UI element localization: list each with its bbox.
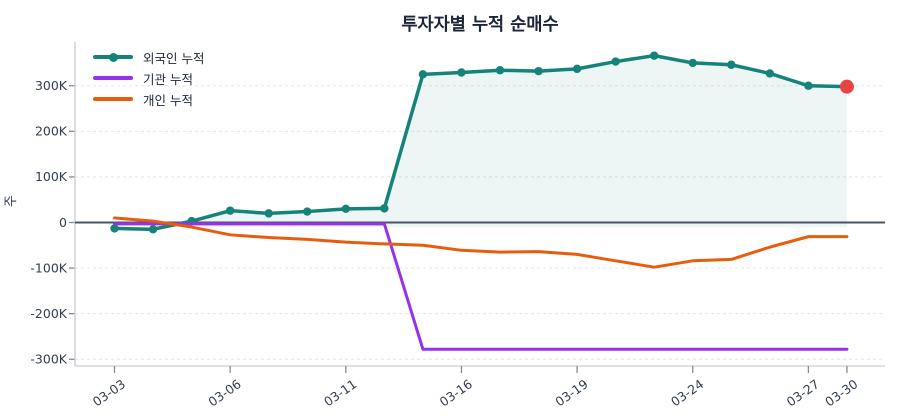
x-tick-label: 03-06	[205, 376, 243, 409]
data-point-foreign[interactable]	[611, 57, 620, 66]
data-point-foreign[interactable]	[804, 81, 813, 90]
legend-label: 기관 누적	[143, 71, 193, 87]
data-point-foreign[interactable]	[572, 64, 582, 74]
y-axis-unit-label: 주	[4, 195, 19, 207]
x-tick-label: 03-27	[784, 376, 822, 409]
data-point-foreign[interactable]	[418, 70, 428, 79]
x-tick-label: 03-11	[321, 376, 359, 409]
y-tick-label: 0	[59, 215, 67, 230]
x-tick-label: 03-30	[822, 376, 860, 409]
y-tick-label: -300K	[30, 352, 67, 367]
last-point-highlight-dot[interactable]	[839, 79, 854, 94]
data-point-foreign[interactable]	[495, 66, 505, 75]
x-tick-label: 03-16	[437, 376, 475, 409]
data-point-foreign[interactable]	[765, 69, 775, 78]
area-fill-foreign	[114, 55, 847, 230]
data-point-foreign[interactable]	[534, 66, 543, 76]
data-point-foreign[interactable]	[264, 209, 273, 218]
legend-line-marker-sample	[93, 50, 133, 64]
data-point-foreign[interactable]	[457, 68, 466, 77]
y-tick-label: 100K	[35, 169, 68, 184]
chart-title: 투자자별 누적 순매수	[401, 15, 559, 35]
data-point-foreign[interactable]	[225, 206, 235, 215]
data-point-foreign[interactable]	[688, 58, 697, 68]
legend-line-sample	[93, 92, 133, 106]
data-point-foreign[interactable]	[380, 204, 389, 213]
y-tick-label: 300K	[35, 78, 68, 93]
x-tick-label: 03-19	[552, 376, 590, 409]
legend-line-sample	[93, 71, 133, 85]
data-point-foreign[interactable]	[148, 225, 158, 234]
data-point-foreign[interactable]	[303, 207, 312, 216]
legend-item-individual-cumulative[interactable]: 개인 누적	[93, 92, 204, 108]
x-tick-label: 03-03	[90, 376, 128, 409]
legend-label: 외국인 누적	[143, 50, 205, 66]
x-tick-label: 03-24	[668, 376, 706, 409]
y-tick-label: 200K	[35, 124, 68, 139]
line-series-institution	[113, 222, 849, 351]
line-series-individual	[113, 216, 849, 269]
data-point-foreign[interactable]	[650, 51, 659, 60]
data-point-foreign[interactable]	[341, 204, 350, 214]
legend: 외국인 누적 기관 누적 개인 누적	[93, 50, 205, 108]
data-point-foreign[interactable]	[727, 60, 736, 69]
line-series-foreign	[112, 53, 849, 232]
y-tick-label: -100K	[30, 260, 67, 275]
y-tick-label: -200K	[30, 306, 67, 321]
legend-item-institution-cumulative[interactable]: 기관 누적	[93, 71, 204, 87]
data-point-foreign[interactable]	[110, 224, 119, 233]
legend-item-foreign-cumulative[interactable]: 외국인 누적	[93, 50, 205, 66]
legend-label: 개인 누적	[143, 92, 193, 108]
